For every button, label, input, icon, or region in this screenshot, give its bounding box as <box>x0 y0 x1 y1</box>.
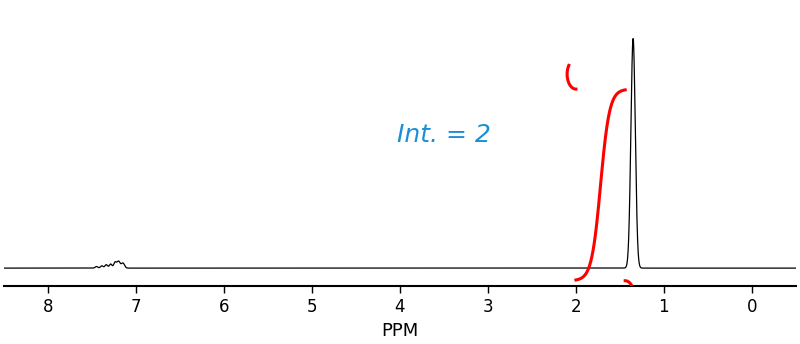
Text: Int. = 2: Int. = 2 <box>397 123 491 147</box>
X-axis label: PPM: PPM <box>382 322 418 340</box>
